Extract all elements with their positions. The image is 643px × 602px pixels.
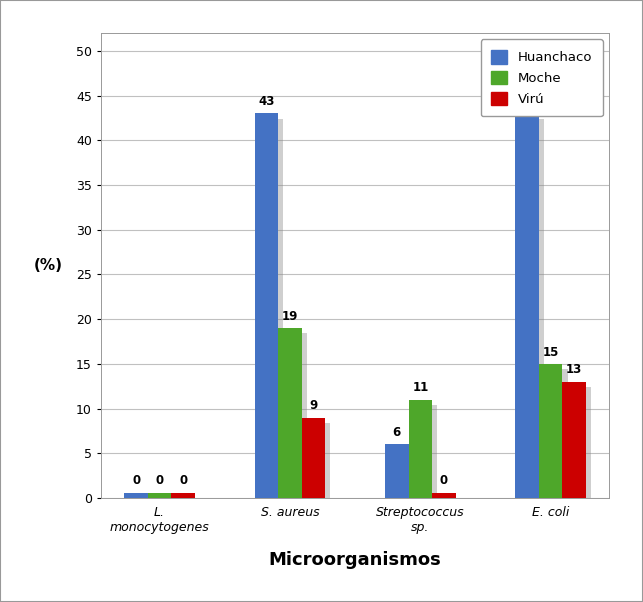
Text: 9: 9 [309,399,318,412]
Bar [148,493,172,498]
Text: 13: 13 [566,364,583,376]
Text: 6: 6 [393,426,401,439]
Bar [539,364,563,498]
Bar [302,418,325,498]
Bar [260,119,284,501]
Text: 43: 43 [258,95,275,108]
Bar [432,493,455,498]
Bar [307,423,331,501]
Bar [521,119,544,501]
Bar [130,498,153,501]
Bar [414,405,437,501]
Bar [408,400,432,498]
Bar [255,113,278,498]
Text: 19: 19 [282,310,298,323]
Bar [125,493,148,498]
Bar [284,334,307,501]
Bar [172,493,195,498]
Text: 11: 11 [412,381,428,394]
Legend: Huanchaco, Moche, Virú: Huanchaco, Moche, Virú [481,40,602,116]
Bar [385,444,408,498]
Text: 0: 0 [132,474,140,488]
Bar [516,113,539,498]
Bar [177,498,200,501]
Y-axis label: (%): (%) [33,258,63,273]
Bar [153,498,177,501]
Text: 15: 15 [543,346,559,359]
Text: 0: 0 [179,474,187,488]
Bar [568,387,591,501]
X-axis label: Microorganismos: Microorganismos [269,551,442,569]
Text: 0: 0 [440,474,448,488]
Bar [278,328,302,498]
Text: 43: 43 [519,95,536,108]
Bar [563,382,586,498]
Bar [390,450,414,501]
Bar [437,498,461,501]
Text: 0: 0 [156,474,164,488]
Bar [544,369,568,501]
